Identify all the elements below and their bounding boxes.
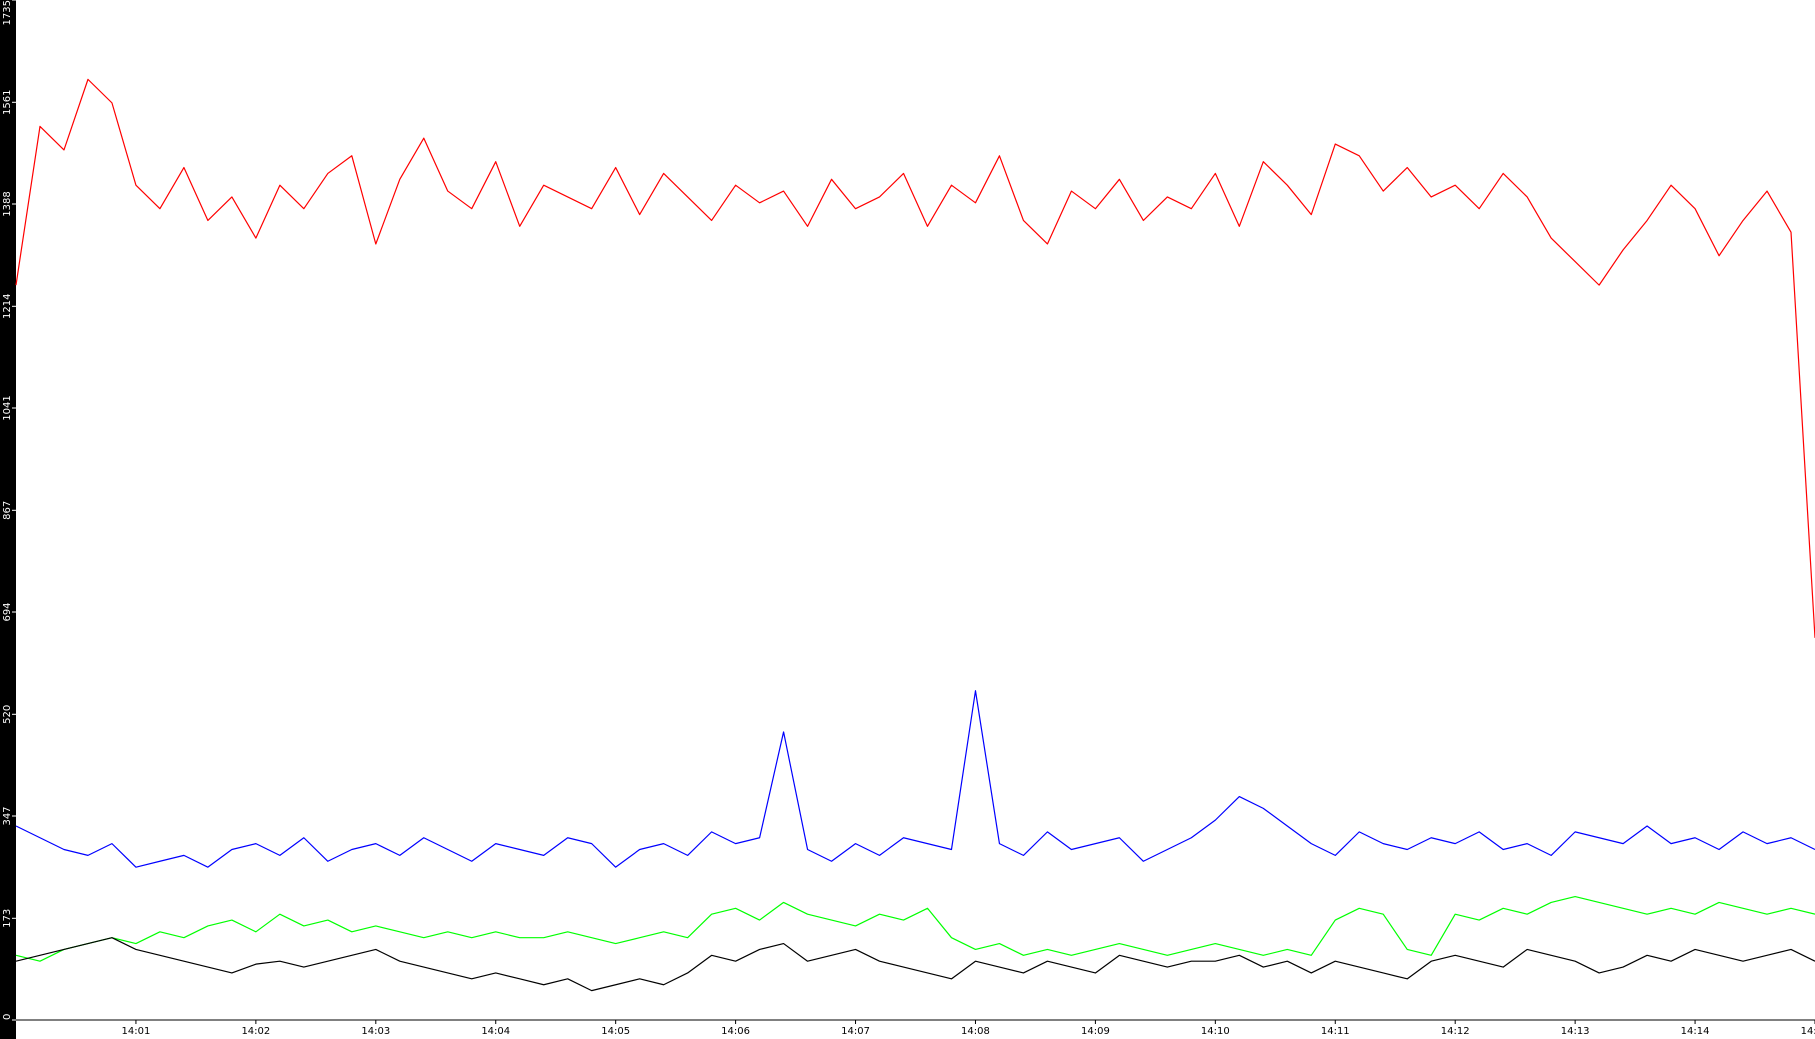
x-tick-label: 14:12 bbox=[1441, 1026, 1470, 1037]
y-tick-label: 173 bbox=[2, 909, 13, 928]
y-tick-label: 867 bbox=[2, 501, 13, 520]
y-tick-label: 0 bbox=[2, 1014, 13, 1020]
x-tick-label: 14:03 bbox=[361, 1026, 390, 1037]
x-tick-label: 14:08 bbox=[961, 1026, 990, 1037]
y-tick-label: 1214 bbox=[2, 294, 13, 319]
y-tick-label: 694 bbox=[2, 602, 13, 621]
x-tick-label: 14:10 bbox=[1201, 1026, 1230, 1037]
series-line bbox=[15, 895, 1815, 962]
x-tick-label: 14:05 bbox=[601, 1026, 630, 1037]
y-tick-label: 1041 bbox=[2, 395, 13, 420]
x-tick-label: 14:15 bbox=[1801, 1026, 1815, 1037]
x-tick-label: 14:04 bbox=[481, 1026, 510, 1037]
series-line bbox=[15, 937, 1815, 992]
x-tick-label: 14:11 bbox=[1321, 1026, 1350, 1037]
x-tick-label: 14:07 bbox=[841, 1026, 870, 1037]
y-axis-strip bbox=[0, 0, 16, 1039]
x-tick-label: 14:13 bbox=[1561, 1026, 1590, 1037]
x-tick-label: 14:09 bbox=[1081, 1026, 1110, 1037]
y-tick-label: 347 bbox=[2, 806, 13, 825]
x-tick-label: 14:01 bbox=[122, 1026, 151, 1037]
y-tick-label: 1735 bbox=[2, 0, 13, 25]
x-tick-label: 14:06 bbox=[721, 1026, 750, 1037]
x-tick-label: 14:02 bbox=[241, 1026, 270, 1037]
series-line bbox=[15, 690, 1815, 868]
y-tick-label: 1561 bbox=[2, 90, 13, 115]
x-tick-label: 14:14 bbox=[1681, 1026, 1710, 1037]
y-tick-label: 520 bbox=[2, 705, 13, 724]
y-tick-label: 1388 bbox=[2, 191, 13, 216]
series-line bbox=[15, 78, 1815, 638]
